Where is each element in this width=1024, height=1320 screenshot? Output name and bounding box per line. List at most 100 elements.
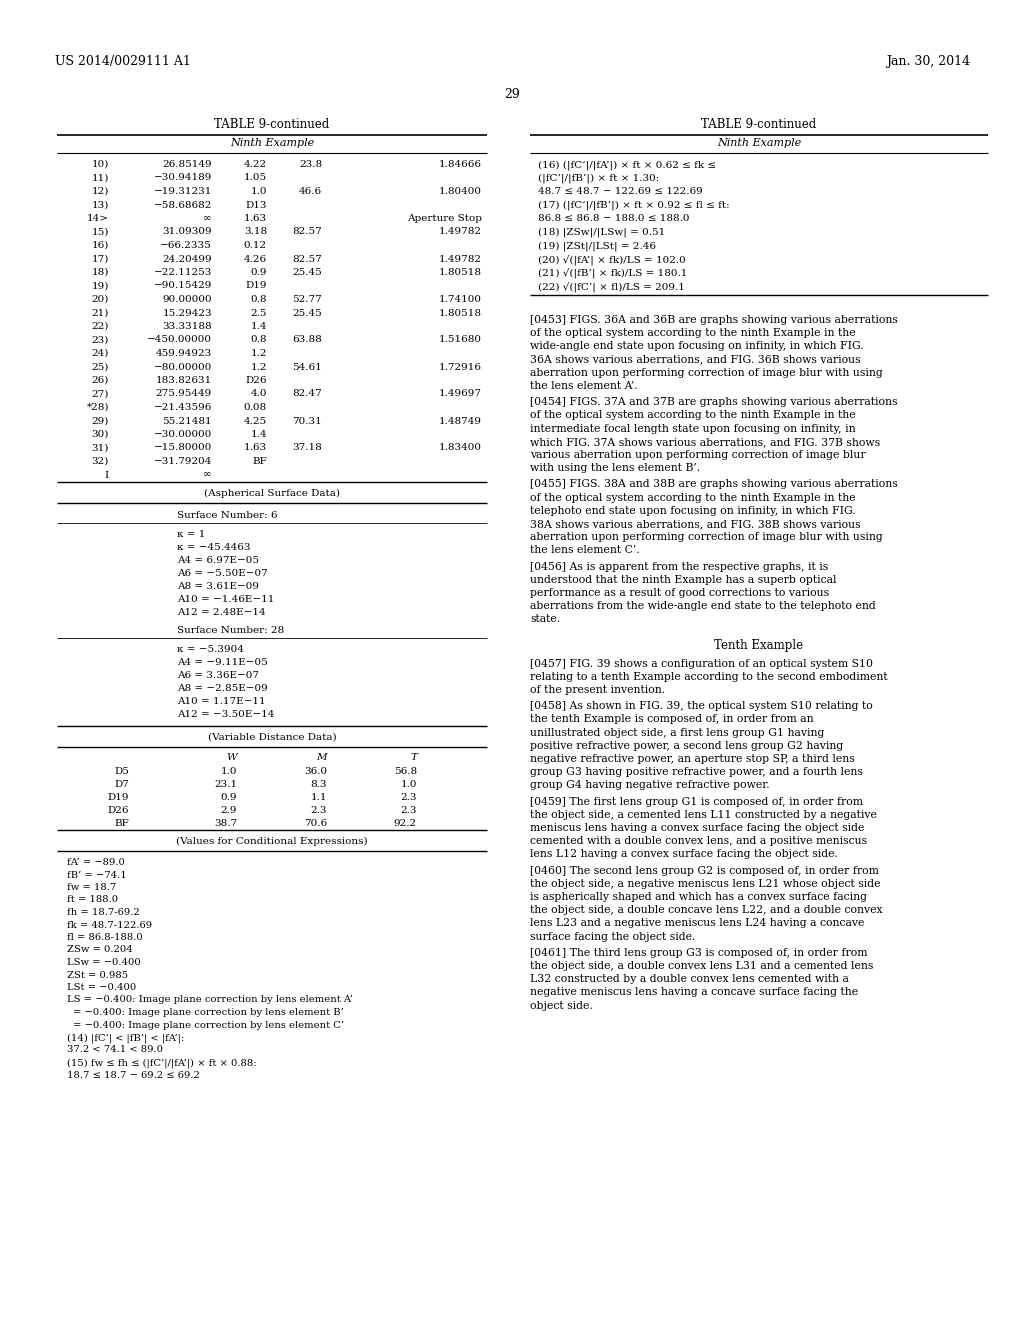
Text: ∞: ∞ xyxy=(204,214,212,223)
Text: (22) √(|fC’| × fl)/LS = 209.1: (22) √(|fC’| × fl)/LS = 209.1 xyxy=(538,281,685,292)
Text: 3.18: 3.18 xyxy=(244,227,267,236)
Text: 90.00000: 90.00000 xyxy=(163,294,212,304)
Text: D13: D13 xyxy=(246,201,267,210)
Text: D19: D19 xyxy=(246,281,267,290)
Text: [0453] FIGS. 36A and 36B are graphs showing various aberrations: [0453] FIGS. 36A and 36B are graphs show… xyxy=(530,315,898,325)
Text: fA’ = −89.0: fA’ = −89.0 xyxy=(67,858,125,867)
Text: Surface Number: 6: Surface Number: 6 xyxy=(177,511,278,520)
Text: −80.00000: −80.00000 xyxy=(154,363,212,371)
Text: 10): 10) xyxy=(91,160,109,169)
Text: 2.3: 2.3 xyxy=(400,807,417,814)
Text: [0460] The second lens group G2 is composed of, in order from: [0460] The second lens group G2 is compo… xyxy=(530,866,879,875)
Text: 8.3: 8.3 xyxy=(310,780,327,789)
Text: −22.11253: −22.11253 xyxy=(154,268,212,277)
Text: of the optical system according to the ninth Example in the: of the optical system according to the n… xyxy=(530,411,856,420)
Text: 1.2: 1.2 xyxy=(251,363,267,371)
Text: meniscus lens having a convex surface facing the object side: meniscus lens having a convex surface fa… xyxy=(530,822,864,833)
Text: 1.49782: 1.49782 xyxy=(439,255,482,264)
Text: κ = −45.4463: κ = −45.4463 xyxy=(177,543,251,552)
Text: intermediate focal length state upon focusing on infinity, in: intermediate focal length state upon foc… xyxy=(530,424,856,433)
Text: BF: BF xyxy=(115,818,129,828)
Text: is aspherically shaped and which has a convex surface facing: is aspherically shaped and which has a c… xyxy=(530,892,867,902)
Text: aberration upon performing correction of image blur with using: aberration upon performing correction of… xyxy=(530,368,883,378)
Text: performance as a result of good corrections to various: performance as a result of good correcti… xyxy=(530,587,829,598)
Text: surface facing the object side.: surface facing the object side. xyxy=(530,932,695,941)
Text: 22): 22) xyxy=(91,322,109,331)
Text: state.: state. xyxy=(530,614,560,624)
Text: 16): 16) xyxy=(91,242,109,249)
Text: the lens element A’.: the lens element A’. xyxy=(530,381,638,391)
Text: 56.8: 56.8 xyxy=(394,767,417,776)
Text: the tenth Example is composed of, in order from an: the tenth Example is composed of, in ord… xyxy=(530,714,814,725)
Text: (17) (|fC’|/|fB’|) × ft × 0.92 ≤ fl ≤ ft:: (17) (|fC’|/|fB’|) × ft × 0.92 ≤ fl ≤ ft… xyxy=(538,201,730,210)
Text: 23): 23) xyxy=(91,335,109,345)
Text: 23.8: 23.8 xyxy=(299,160,322,169)
Text: 1.80518: 1.80518 xyxy=(439,268,482,277)
Text: unillustrated object side, a first lens group G1 having: unillustrated object side, a first lens … xyxy=(530,727,824,738)
Text: 54.61: 54.61 xyxy=(292,363,322,371)
Text: κ = 1: κ = 1 xyxy=(177,531,206,539)
Text: −30.00000: −30.00000 xyxy=(154,430,212,440)
Text: 55.21481: 55.21481 xyxy=(163,417,212,425)
Text: fw = 18.7: fw = 18.7 xyxy=(67,883,117,892)
Text: L32 constructed by a double convex lens cemented with a: L32 constructed by a double convex lens … xyxy=(530,974,849,985)
Text: 25.45: 25.45 xyxy=(292,268,322,277)
Text: 0.8: 0.8 xyxy=(251,335,267,345)
Text: group G4 having negative refractive power.: group G4 having negative refractive powe… xyxy=(530,780,770,791)
Text: of the present invention.: of the present invention. xyxy=(530,685,666,696)
Text: A12 = 2.48E−14: A12 = 2.48E−14 xyxy=(177,609,265,616)
Text: (Values for Conditional Expressions): (Values for Conditional Expressions) xyxy=(176,837,368,846)
Text: fk = 48.7-122.69: fk = 48.7-122.69 xyxy=(67,920,153,929)
Text: D26: D26 xyxy=(108,807,129,814)
Text: 52.77: 52.77 xyxy=(292,294,322,304)
Text: 63.88: 63.88 xyxy=(292,335,322,345)
Text: A10 = −1.46E−11: A10 = −1.46E−11 xyxy=(177,595,274,605)
Text: 1.49782: 1.49782 xyxy=(439,227,482,236)
Text: 1.51680: 1.51680 xyxy=(439,335,482,345)
Text: [0454] FIGS. 37A and 37B are graphs showing various aberrations: [0454] FIGS. 37A and 37B are graphs show… xyxy=(530,397,897,407)
Text: 25): 25) xyxy=(91,363,109,371)
Text: 24.20499: 24.20499 xyxy=(163,255,212,264)
Text: T: T xyxy=(411,752,417,762)
Text: 4.26: 4.26 xyxy=(244,255,267,264)
Text: 18): 18) xyxy=(91,268,109,277)
Text: the object side, a cemented lens L11 constructed by a negative: the object side, a cemented lens L11 con… xyxy=(530,809,877,820)
Text: 36.0: 36.0 xyxy=(304,767,327,776)
Text: (20) √(|fA’| × fk)/LS = 102.0: (20) √(|fA’| × fk)/LS = 102.0 xyxy=(538,255,686,265)
Text: various aberration upon performing correction of image blur: various aberration upon performing corre… xyxy=(530,450,865,459)
Text: 15): 15) xyxy=(91,227,109,236)
Text: LSw = −0.400: LSw = −0.400 xyxy=(67,958,140,968)
Text: the object side, a double concave lens L22, and a double convex: the object side, a double concave lens L… xyxy=(530,906,883,915)
Text: 1.84666: 1.84666 xyxy=(439,160,482,169)
Text: 0.9: 0.9 xyxy=(251,268,267,277)
Text: A4 = −9.11E−05: A4 = −9.11E−05 xyxy=(177,657,267,667)
Text: Ninth Example: Ninth Example xyxy=(717,139,801,148)
Text: A8 = −2.85E−09: A8 = −2.85E−09 xyxy=(177,684,267,693)
Text: −58.68682: −58.68682 xyxy=(154,201,212,210)
Text: (14) |fC’| < |fB’| < |fA’|:: (14) |fC’| < |fB’| < |fA’|: xyxy=(67,1034,184,1043)
Text: fl = 86.8-188.0: fl = 86.8-188.0 xyxy=(67,933,142,942)
Text: negative refractive power, an aperture stop SP, a third lens: negative refractive power, an aperture s… xyxy=(530,754,855,764)
Text: TABLE 9-continued: TABLE 9-continued xyxy=(214,117,330,131)
Text: 29): 29) xyxy=(91,417,109,425)
Text: ft = 188.0: ft = 188.0 xyxy=(67,895,118,904)
Text: 25.45: 25.45 xyxy=(292,309,322,318)
Text: [0455] FIGS. 38A and 38B are graphs showing various aberrations: [0455] FIGS. 38A and 38B are graphs show… xyxy=(530,479,898,490)
Text: 26): 26) xyxy=(91,376,109,385)
Text: the object side, a double convex lens L31 and a cemented lens: the object side, a double convex lens L3… xyxy=(530,961,873,972)
Text: aberrations from the wide-angle end state to the telephoto end: aberrations from the wide-angle end stat… xyxy=(530,601,876,611)
Text: 13): 13) xyxy=(91,201,109,210)
Text: 1.72916: 1.72916 xyxy=(439,363,482,371)
Text: 2.3: 2.3 xyxy=(400,793,417,803)
Text: 82.47: 82.47 xyxy=(292,389,322,399)
Text: 1.4: 1.4 xyxy=(251,430,267,440)
Text: 183.82631: 183.82631 xyxy=(156,376,212,385)
Text: 19): 19) xyxy=(91,281,109,290)
Text: aberration upon performing correction of image blur with using: aberration upon performing correction of… xyxy=(530,532,883,543)
Text: 1.83400: 1.83400 xyxy=(439,444,482,453)
Text: (|fC’|/|fB’|) × ft × 1.30:: (|fC’|/|fB’|) × ft × 1.30: xyxy=(538,173,659,183)
Text: 0.12: 0.12 xyxy=(244,242,267,249)
Text: (21) √(|fB’| × fk)/LS = 180.1: (21) √(|fB’| × fk)/LS = 180.1 xyxy=(538,268,687,279)
Text: 1.05: 1.05 xyxy=(244,173,267,182)
Text: LSt = −0.400: LSt = −0.400 xyxy=(67,983,136,993)
